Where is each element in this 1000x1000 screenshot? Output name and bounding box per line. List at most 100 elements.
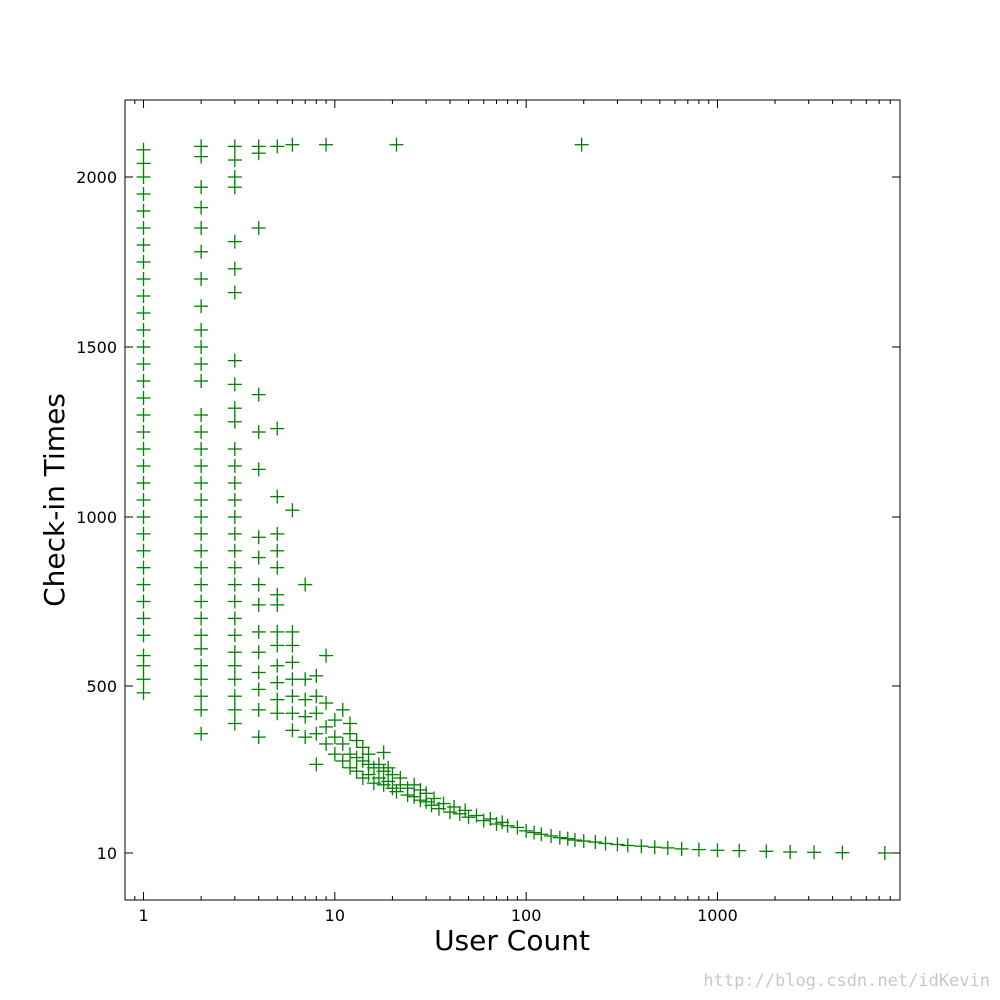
data-point [227, 285, 242, 300]
data-point [807, 845, 822, 860]
data-point [270, 489, 285, 504]
data-point [251, 462, 266, 477]
data-point [319, 719, 334, 734]
x-axis: 1 10 100 1000 [124, 100, 901, 925]
data-point [500, 818, 515, 833]
data-point [270, 543, 285, 558]
data-point [194, 543, 209, 558]
data-point [544, 828, 559, 843]
data-point [136, 391, 151, 405]
data-point [419, 786, 434, 801]
data-point [227, 261, 242, 276]
data-point [194, 594, 209, 609]
x-tick-label: 100 [511, 906, 542, 925]
data-point [194, 510, 209, 524]
data-point [389, 784, 404, 799]
data-point [342, 747, 357, 762]
data-point [327, 713, 342, 728]
points-layer [136, 137, 892, 860]
data-point [270, 421, 285, 436]
data-point [319, 696, 334, 711]
data-point [355, 740, 370, 755]
data-point [361, 747, 376, 762]
data-point [285, 137, 300, 152]
data-point [194, 560, 209, 575]
data-point [194, 493, 209, 507]
data-point [194, 658, 209, 673]
data-point [732, 843, 747, 858]
data-point [285, 503, 300, 518]
data-point [355, 771, 370, 786]
data-point [574, 137, 589, 152]
data-point [552, 830, 567, 845]
data-point [227, 645, 242, 660]
data-point [251, 702, 266, 717]
data-point [309, 689, 324, 704]
data-point [194, 408, 209, 422]
data-point [136, 476, 151, 490]
data-point [227, 689, 242, 704]
data-point [136, 289, 151, 303]
data-point [251, 730, 266, 745]
data-point [227, 377, 242, 392]
data-point [227, 414, 242, 429]
data-point [349, 764, 364, 779]
data-point [285, 672, 300, 687]
y-tick-label: 1000 [76, 508, 117, 527]
data-point [194, 272, 209, 286]
data-point [136, 187, 151, 201]
data-point [136, 323, 151, 337]
data-point [194, 299, 209, 314]
data-point [227, 658, 242, 673]
data-point [227, 234, 242, 249]
data-point [298, 577, 313, 592]
data-point [136, 272, 151, 286]
data-point [560, 831, 575, 846]
data-point [285, 706, 300, 721]
data-point [342, 760, 357, 775]
data-point [194, 180, 209, 195]
data-point [298, 709, 313, 724]
data-point [194, 577, 209, 592]
data-point [251, 139, 266, 154]
data-point [407, 789, 422, 804]
data-point [759, 844, 774, 859]
data-point [227, 577, 242, 592]
data-point [534, 827, 549, 842]
data-point [588, 835, 603, 850]
data-point [270, 139, 285, 154]
data-point [136, 459, 151, 473]
data-point [877, 846, 892, 860]
data-point [458, 803, 473, 818]
data-point [227, 153, 242, 167]
data-point [469, 808, 484, 823]
data-point [620, 838, 635, 853]
data-point [136, 648, 151, 663]
data-point [136, 170, 151, 184]
data-point [393, 771, 408, 786]
data-point [136, 672, 151, 687]
data-point [270, 692, 285, 707]
data-point [634, 839, 649, 854]
data-point [427, 791, 442, 806]
data-point [660, 840, 675, 855]
data-point [452, 806, 467, 821]
data-point [461, 810, 476, 825]
data-point [489, 817, 504, 832]
y-tick-label: 2000 [76, 168, 117, 187]
data-point [251, 550, 266, 565]
data-point [270, 587, 285, 602]
y-tick-label: 500 [86, 677, 117, 696]
data-point [251, 221, 266, 235]
watermark-text: http://blog.csdn.net/idKevin [703, 971, 990, 991]
data-point [227, 543, 242, 558]
data-point [476, 813, 491, 828]
data-point [227, 493, 242, 507]
data-point [319, 648, 334, 663]
data-point [136, 560, 151, 575]
data-point [136, 156, 151, 171]
data-point [194, 340, 209, 354]
data-point [327, 730, 342, 745]
data-point [285, 689, 300, 704]
